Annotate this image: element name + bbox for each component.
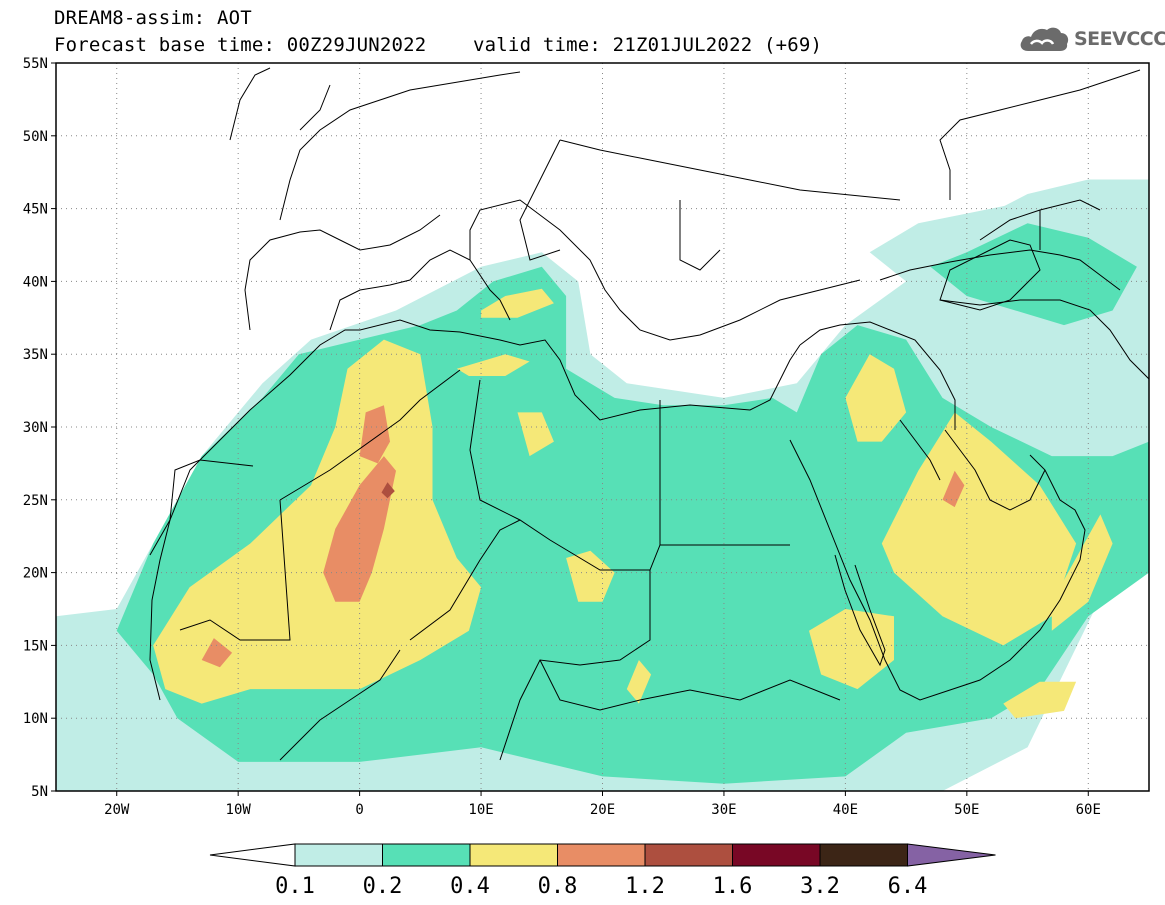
lat-tick-label: 15N	[23, 638, 48, 654]
lat-tick-label: 25N	[23, 493, 48, 509]
colorbar-label: 1.6	[713, 874, 753, 899]
aot-region-0.4	[1051, 514, 1113, 631]
lon-tick-label: 20E	[590, 802, 615, 818]
lat-tick-label: 50N	[23, 129, 48, 145]
cloud-icon	[1020, 27, 1069, 51]
aot-region-1.2	[381, 482, 395, 499]
time-info: Forecast base time: 00Z29JUN2022 valid t…	[54, 35, 822, 56]
colorbar-swatch	[469, 843, 558, 867]
lon-tick-label: 20W	[104, 802, 130, 818]
aot-region-0.4	[1003, 681, 1077, 719]
colorbar-label: 0.1	[275, 874, 315, 899]
colorbar: 0.1 0.2 0.4 0.8 1.2 1.6 3.2 6.4	[209, 843, 996, 899]
aot-region-0.4	[626, 660, 652, 704]
lat-tick-label: 10N	[23, 711, 48, 727]
aot-region-0.4	[809, 609, 894, 690]
lat-tick-label: 5N	[31, 784, 48, 800]
lon-tick-label: 10E	[468, 802, 493, 818]
map-title: DREAM8-assim: AOT	[54, 7, 252, 29]
lat-tick-label: 20N	[23, 566, 48, 582]
aot-region-0.8	[201, 638, 233, 668]
aot-region-0.8	[942, 470, 965, 508]
graticule	[56, 63, 1149, 791]
colorbar-label: 0.2	[363, 874, 403, 899]
axes: 5N 10N 15N 20N 25N 30N 35N 40N 45N 50N 55N 20W 10W 0 1…	[23, 56, 1101, 818]
lon-tick-label: 0	[355, 802, 363, 818]
colorbar-swatch	[294, 843, 383, 867]
logo-text: SEEVCCC	[1074, 28, 1165, 50]
colorbar-swatch	[732, 843, 821, 867]
lat-tick-label: 55N	[23, 56, 48, 72]
colorbar-swatch	[819, 843, 908, 867]
aot-field	[56, 179, 1149, 791]
lat-tick-label: 40N	[23, 274, 48, 290]
colorbar-swatch	[382, 843, 471, 867]
colorbar-label: 1.2	[625, 874, 665, 899]
lat-tick-label: 30N	[23, 420, 48, 436]
colorbar-extend-right	[907, 843, 996, 867]
aot-region-0.4	[881, 412, 1077, 646]
colorbar-label: 0.4	[450, 874, 490, 899]
seevccc-logo: SEEVCCC	[1018, 24, 1165, 54]
aot-region-0.2	[930, 223, 1137, 326]
aot-region-0.4	[517, 412, 554, 457]
lon-tick-label: 60E	[1076, 802, 1101, 818]
colorbar-label: 0.8	[538, 874, 578, 899]
colorbar-swatch	[644, 843, 733, 867]
lon-tick-label: 50E	[954, 802, 979, 818]
lat-tick-label: 35N	[23, 347, 48, 363]
valid-time-label: valid time: 21Z01JUL2022 (+69)	[473, 34, 823, 56]
lon-tick-label: 30E	[711, 802, 736, 818]
colorbar-label: 6.4	[888, 874, 928, 899]
base-time-label: Forecast base time: 00Z29JUN2022	[54, 34, 427, 56]
aot-region-0.4	[456, 354, 530, 376]
aot-region-0.8	[359, 405, 390, 464]
aot-region-0.4	[481, 288, 554, 318]
lon-tick-label: 40E	[833, 802, 858, 818]
lat-tick-label: 45N	[23, 202, 48, 218]
aot-region-0.4	[845, 354, 907, 442]
lon-tick-label: 10W	[226, 802, 252, 818]
colorbar-extend-left	[209, 843, 296, 867]
colorbar-swatch	[557, 843, 646, 867]
coastlines-borders	[149, 67, 1149, 761]
aot-region-0.4	[153, 339, 482, 704]
colorbar-label: 3.2	[800, 874, 840, 899]
